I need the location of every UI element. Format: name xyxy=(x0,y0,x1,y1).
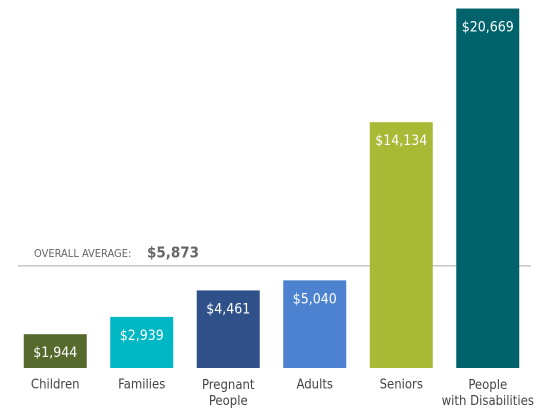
value-label: $1,944 xyxy=(33,345,77,361)
bar xyxy=(369,122,433,368)
x-tick-label: Children xyxy=(31,378,80,393)
bar xyxy=(456,8,520,369)
x-tick-label: People with Disabilities xyxy=(442,378,534,409)
x-tick-label: Seniors xyxy=(380,378,423,393)
x-tick-label: Families xyxy=(118,378,165,393)
x-tick-label: Adults xyxy=(296,378,333,393)
value-label: $4,461 xyxy=(206,301,250,317)
average-value: $5,873 xyxy=(147,244,199,262)
bar xyxy=(23,334,87,368)
value-label: $2,939 xyxy=(120,328,164,344)
value-label: $5,040 xyxy=(293,291,337,307)
average-label: OVERALL AVERAGE: xyxy=(34,247,131,260)
value-label: $14,134 xyxy=(375,133,427,149)
bar xyxy=(283,280,347,368)
value-label: $20,669 xyxy=(462,20,514,36)
x-tick-label: Pregnant People xyxy=(202,378,255,409)
bar xyxy=(110,316,174,368)
bar xyxy=(196,290,260,368)
